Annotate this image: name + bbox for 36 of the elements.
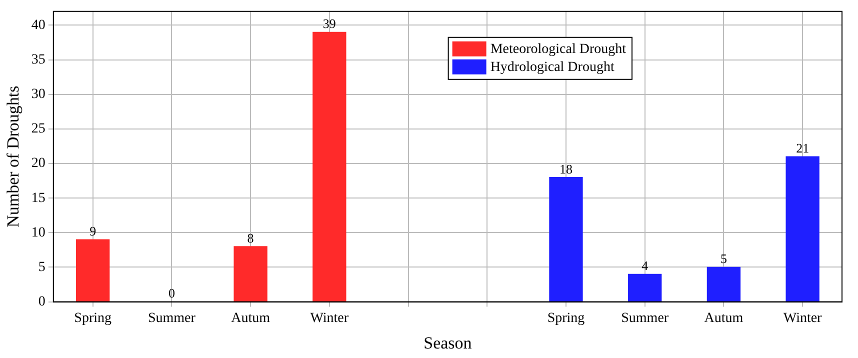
y-tick-label: 30: [31, 87, 46, 102]
bar: [549, 177, 583, 302]
x-tick-label: Spring: [74, 310, 112, 326]
y-tick-label: 25: [31, 122, 46, 137]
legend-label: Hydrological Drought: [490, 60, 614, 76]
bar: [312, 32, 346, 302]
bar: [628, 274, 662, 302]
y-axis-title: Number of Droughts: [4, 86, 23, 228]
x-tick-label: Winter: [783, 310, 822, 326]
y-tick-label: 0: [38, 294, 46, 310]
data-label: 5: [720, 251, 727, 266]
data-label: 4: [642, 258, 649, 274]
data-label: 39: [322, 16, 336, 32]
x-axis-title: Season: [424, 333, 472, 352]
data-label: 8: [247, 230, 254, 246]
x-tick-label: Summer: [148, 310, 196, 326]
data-label: 9: [90, 223, 96, 238]
y-tick-label: 35: [31, 52, 46, 68]
data-label: 18: [559, 161, 572, 176]
data-label: 21: [796, 140, 810, 156]
x-tick-label: Autum: [231, 310, 270, 326]
y-tick-label: 20: [31, 156, 46, 172]
data-label: 0: [168, 286, 175, 301]
x-tick-label: Winter: [310, 310, 349, 326]
bar: [706, 266, 741, 302]
bar: [76, 239, 110, 302]
legend-label: Meteorological Drought: [490, 42, 626, 58]
x-tick-label: Spring: [547, 310, 585, 326]
y-tick-label: 15: [31, 190, 46, 206]
y-tick-label: 10: [31, 225, 46, 240]
x-tick-label: Autum: [704, 310, 744, 326]
x-tick-label: Summer: [621, 310, 669, 326]
bar: [786, 156, 820, 302]
bar: [234, 246, 268, 302]
y-tick-label: 40: [31, 18, 46, 33]
y-tick-label: 5: [38, 260, 46, 275]
